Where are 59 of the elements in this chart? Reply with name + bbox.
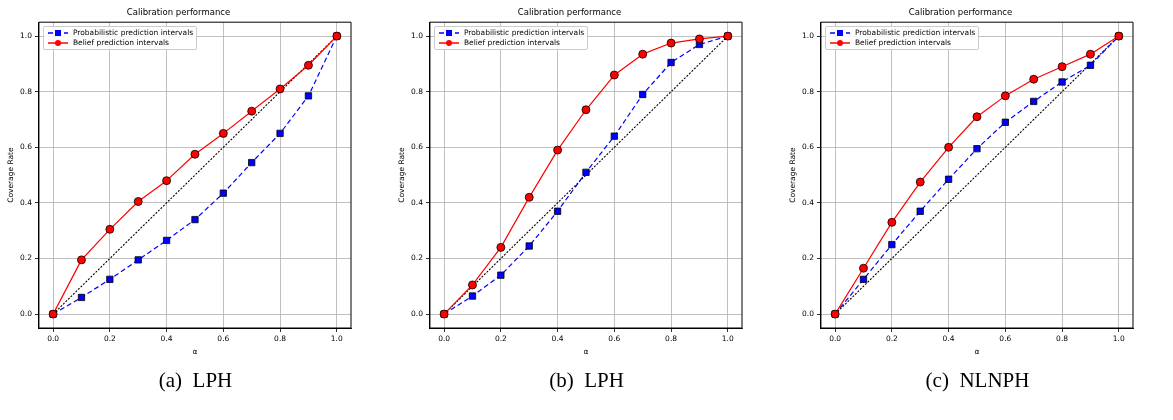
- point: [1029, 74, 1039, 84]
- point: [190, 149, 200, 159]
- point: [134, 256, 142, 264]
- point: [973, 145, 981, 153]
- point: [554, 207, 562, 215]
- point: [1086, 61, 1095, 69]
- text: (b) LPH: [548, 368, 625, 393]
- chart-title: Calibration performance: [126, 7, 231, 18]
- point: [247, 106, 257, 116]
- point: [163, 236, 171, 245]
- point: [944, 142, 953, 152]
- point: [972, 112, 982, 122]
- point: [666, 38, 676, 48]
- point: [916, 207, 924, 215]
- point: [496, 242, 506, 252]
- point: [275, 84, 285, 94]
- point: [859, 263, 868, 273]
- point: [1001, 118, 1009, 126]
- point: [304, 92, 313, 100]
- point: [887, 217, 897, 227]
- point: [582, 168, 590, 176]
- point: [859, 275, 868, 283]
- point: [945, 175, 953, 183]
- point: [609, 70, 619, 80]
- point: [581, 105, 591, 115]
- point: [468, 292, 477, 300]
- point: [525, 242, 533, 250]
- point: [1057, 62, 1067, 72]
- point: [497, 271, 505, 279]
- point: [77, 293, 86, 301]
- point: [276, 129, 284, 137]
- point: [106, 275, 114, 283]
- point: [218, 129, 228, 138]
- point: [695, 34, 704, 44]
- point: [1000, 91, 1010, 101]
- point: [667, 58, 675, 67]
- point: [888, 241, 896, 249]
- text: (a) LPH: [157, 368, 234, 393]
- point: [133, 197, 143, 206]
- point: [468, 280, 477, 290]
- point: [638, 49, 648, 59]
- point: [524, 192, 534, 202]
- point: [1030, 97, 1038, 106]
- point: [105, 224, 115, 234]
- point: [191, 216, 199, 224]
- point: [219, 189, 227, 197]
- text: (c) NLNPH: [924, 368, 1031, 393]
- point: [610, 132, 618, 140]
- point: [162, 176, 171, 186]
- point: [639, 90, 647, 99]
- point: [553, 145, 562, 155]
- point: [1058, 78, 1066, 86]
- chart-title: Calibration performance: [517, 7, 622, 18]
- point: [248, 159, 256, 167]
- point: [915, 177, 925, 187]
- point: [77, 255, 86, 265]
- point: [304, 60, 313, 70]
- point: [1086, 49, 1095, 59]
- chart-title: Calibration performance: [908, 7, 1013, 18]
